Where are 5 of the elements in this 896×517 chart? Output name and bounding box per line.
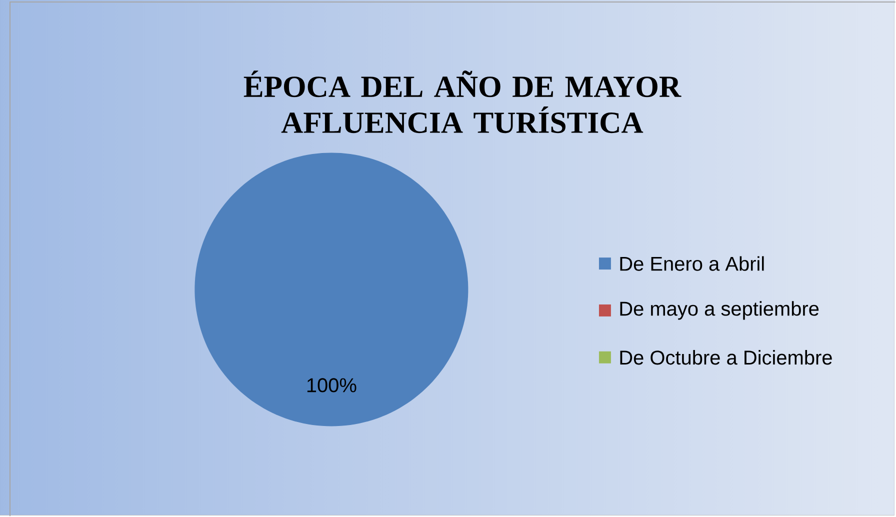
data-label: 100% — [307, 378, 356, 392]
chart-title: ÉPOCA DEL AÑO DE MAYOR AFLUENCIA TURÍSTICA — [244, 70, 682, 134]
legend-label: De mayo a septiembre — [620, 301, 819, 320]
legend-label: De Enero a Abril — [620, 256, 764, 272]
legend-label: De Octubre a Diciembre — [620, 350, 832, 365]
